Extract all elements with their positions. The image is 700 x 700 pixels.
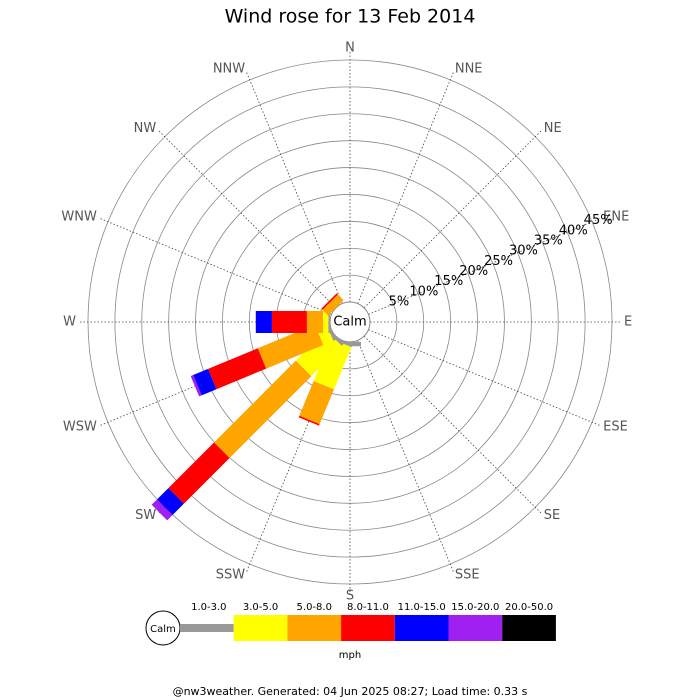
direction-label: SE bbox=[544, 508, 560, 523]
legend-swatch bbox=[287, 615, 342, 641]
bar-segment bbox=[299, 380, 334, 425]
r-tick-label: 5% bbox=[389, 295, 410, 310]
legend-unit: mph bbox=[339, 650, 361, 661]
r-tick-label: 40% bbox=[559, 223, 588, 238]
legend-swatch bbox=[448, 615, 503, 641]
direction-label: W bbox=[63, 315, 76, 330]
bar-segment bbox=[151, 499, 173, 521]
legend-label: 5.0-8.0 bbox=[297, 602, 332, 613]
legend-label: 11.0-15.0 bbox=[398, 602, 446, 613]
direction-label: NNW bbox=[213, 61, 245, 76]
r-tick-label: 15% bbox=[434, 274, 463, 289]
direction-label: NW bbox=[134, 121, 157, 136]
bar-segment bbox=[313, 338, 352, 390]
r-tick-label: 25% bbox=[484, 254, 513, 269]
direction-label: N bbox=[345, 41, 355, 56]
legend-label: 15.0-20.0 bbox=[451, 602, 499, 613]
r-tick-label: 35% bbox=[534, 234, 563, 249]
bar-segment bbox=[323, 311, 329, 333]
legend-swatch bbox=[180, 624, 234, 632]
legend-label: 8.0-11.0 bbox=[347, 602, 389, 613]
bar-segment bbox=[321, 293, 338, 310]
calm-label: Calm bbox=[333, 315, 366, 330]
direction-label: NE bbox=[544, 121, 562, 136]
r-tick-label: 10% bbox=[409, 284, 438, 299]
bar-segment bbox=[193, 368, 217, 396]
chart-title: Wind rose for 13 Feb 2014 bbox=[225, 6, 476, 28]
bar-segment bbox=[190, 375, 202, 397]
bar-segment bbox=[213, 360, 312, 459]
direction-label: ENE bbox=[603, 210, 629, 225]
bar-segment bbox=[168, 442, 230, 504]
legend-swatch bbox=[394, 615, 449, 641]
direction-label: SSW bbox=[216, 568, 246, 583]
bar-segment bbox=[322, 294, 344, 316]
legend-swatch bbox=[502, 615, 556, 641]
direction-label: WSW bbox=[63, 419, 97, 434]
grid-ring bbox=[141, 113, 559, 531]
r-tick-label: 20% bbox=[459, 264, 488, 279]
direction-label: SSE bbox=[455, 568, 480, 583]
direction-label: E bbox=[624, 315, 632, 330]
bar-segment bbox=[306, 311, 324, 333]
r-tick-label: 45% bbox=[584, 213, 613, 228]
bar-segment bbox=[298, 415, 320, 426]
bar-segment bbox=[255, 311, 272, 333]
bar-segment bbox=[156, 488, 184, 516]
grid-ring bbox=[222, 194, 478, 450]
footer: @nw3weather. Generated: 04 Jun 2025 08:2… bbox=[173, 685, 528, 698]
legend-swatch bbox=[341, 615, 395, 641]
legend-label: 1.0-3.0 bbox=[191, 602, 226, 613]
direction-label: NNE bbox=[455, 61, 483, 76]
legend-label: 20.0-50.0 bbox=[505, 602, 553, 613]
grid-ring bbox=[114, 86, 586, 558]
legend-swatch bbox=[233, 615, 288, 641]
direction-label: WNW bbox=[61, 210, 97, 225]
bar-segment bbox=[328, 311, 330, 333]
legend-label: 3.0-5.0 bbox=[243, 602, 278, 613]
direction-label: ESE bbox=[603, 419, 628, 434]
direction-label: SW bbox=[135, 508, 156, 523]
bar-segment bbox=[271, 311, 307, 333]
legend-calm-label: Calm bbox=[150, 624, 176, 635]
bar-segment bbox=[208, 348, 267, 390]
direction-label: S bbox=[346, 589, 354, 604]
r-tick-label: 30% bbox=[509, 244, 538, 259]
bar-segment bbox=[257, 324, 324, 369]
